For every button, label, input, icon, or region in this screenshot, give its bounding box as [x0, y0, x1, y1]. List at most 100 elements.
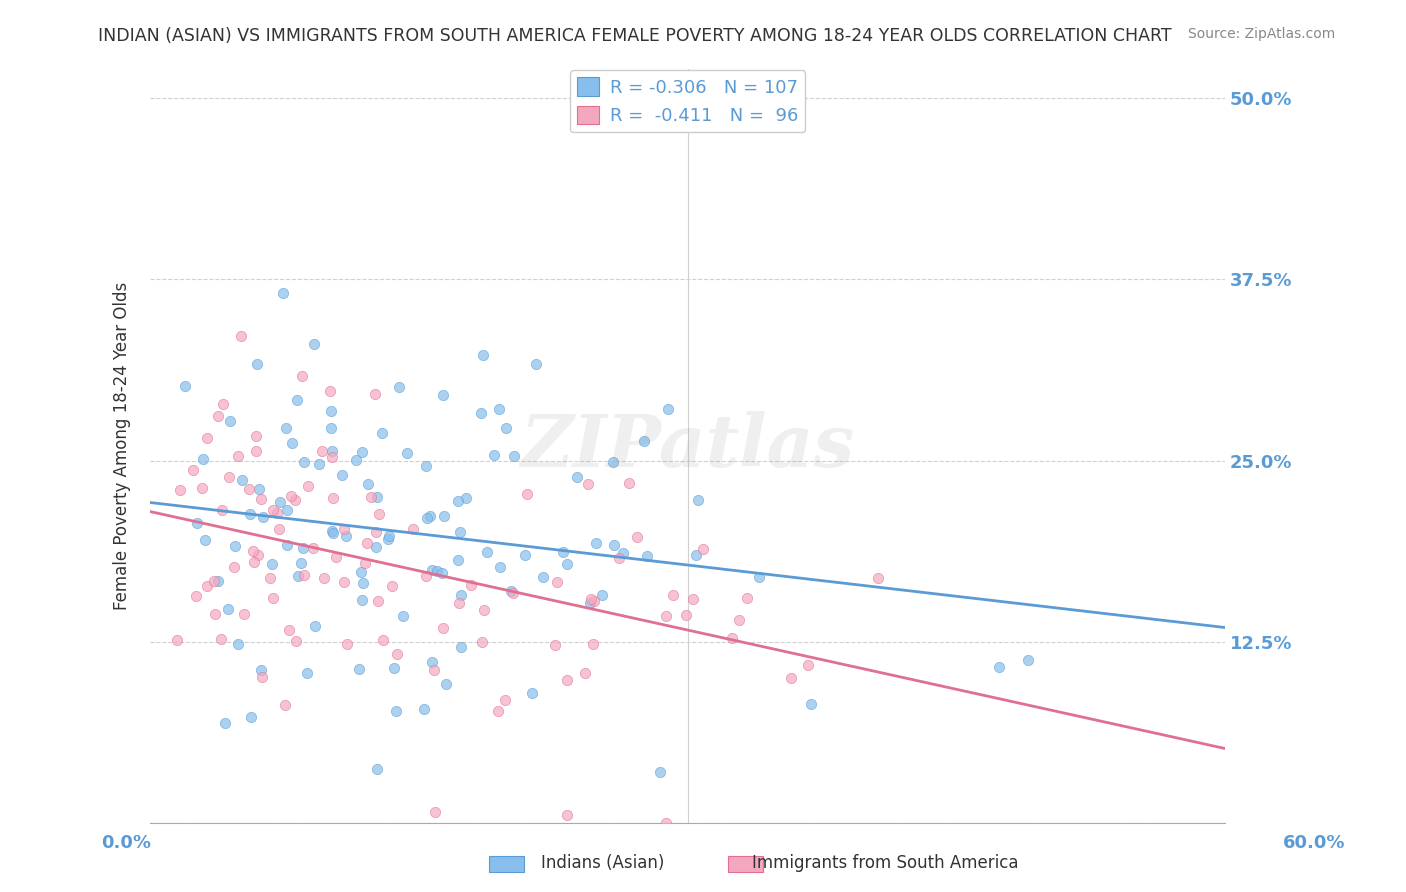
- Point: [252, 509, 274, 524]
- Point: [352, 593, 374, 607]
- Point: [207, 574, 229, 588]
- Point: [780, 671, 803, 685]
- Point: [356, 536, 378, 550]
- Point: [434, 677, 457, 691]
- Point: [579, 596, 602, 610]
- Point: [432, 621, 454, 635]
- Point: [281, 436, 304, 450]
- Point: [304, 619, 326, 633]
- Point: [318, 384, 340, 399]
- Point: [274, 698, 297, 712]
- Point: [426, 564, 449, 578]
- Point: [262, 503, 284, 517]
- Point: [366, 490, 388, 504]
- Point: [721, 632, 744, 646]
- Point: [576, 477, 599, 491]
- Point: [211, 503, 233, 517]
- Point: [214, 715, 236, 730]
- Point: [551, 545, 574, 559]
- Point: [415, 569, 437, 583]
- Point: [186, 516, 208, 530]
- Point: [412, 701, 434, 715]
- Point: [544, 638, 567, 652]
- Point: [655, 608, 678, 623]
- Point: [274, 421, 297, 435]
- Point: [450, 589, 472, 603]
- Point: [280, 490, 302, 504]
- Y-axis label: Female Poverty Among 18-24 Year Olds: Female Poverty Among 18-24 Year Olds: [114, 282, 131, 610]
- Point: [333, 522, 356, 536]
- Point: [287, 569, 309, 583]
- Point: [395, 446, 418, 460]
- Point: [302, 541, 325, 556]
- Point: [226, 449, 249, 463]
- Text: ZIPatlas: ZIPatlas: [520, 410, 855, 482]
- Point: [266, 506, 288, 520]
- Point: [727, 613, 749, 627]
- Point: [229, 329, 252, 343]
- Point: [273, 286, 295, 301]
- Point: [291, 369, 314, 384]
- Point: [388, 380, 411, 394]
- Point: [204, 607, 226, 621]
- Point: [524, 357, 547, 371]
- Point: [276, 537, 298, 551]
- Point: [868, 571, 890, 585]
- Point: [277, 623, 299, 637]
- Point: [321, 450, 343, 464]
- Text: 0.0%: 0.0%: [101, 834, 152, 852]
- Point: [245, 429, 267, 443]
- Point: [377, 533, 399, 547]
- Point: [796, 657, 818, 672]
- Point: [312, 571, 335, 585]
- Point: [360, 491, 382, 505]
- Point: [242, 555, 264, 569]
- Point: [239, 508, 262, 522]
- Point: [633, 434, 655, 449]
- Point: [194, 533, 217, 548]
- Point: [585, 536, 607, 550]
- Point: [449, 524, 471, 539]
- Point: [368, 507, 391, 521]
- Point: [516, 486, 538, 500]
- Point: [735, 591, 758, 605]
- Point: [582, 637, 605, 651]
- Point: [335, 529, 357, 543]
- Point: [419, 508, 441, 523]
- Point: [546, 574, 568, 589]
- Point: [181, 463, 204, 477]
- Point: [447, 493, 470, 508]
- Point: [224, 539, 246, 553]
- Point: [350, 565, 373, 579]
- Point: [520, 686, 543, 700]
- Point: [415, 458, 437, 473]
- Point: [262, 591, 284, 605]
- Point: [166, 633, 188, 648]
- Point: [488, 402, 510, 417]
- Point: [617, 475, 640, 490]
- Text: 60.0%: 60.0%: [1284, 834, 1346, 852]
- Point: [423, 805, 446, 819]
- Point: [472, 603, 495, 617]
- Point: [475, 545, 498, 559]
- Point: [246, 548, 269, 562]
- Point: [581, 592, 603, 607]
- Point: [354, 556, 377, 570]
- Point: [402, 523, 425, 537]
- Point: [259, 571, 281, 585]
- Point: [657, 402, 679, 417]
- Point: [423, 663, 446, 677]
- Point: [226, 637, 249, 651]
- Point: [392, 609, 415, 624]
- Point: [531, 570, 554, 584]
- Point: [433, 508, 456, 523]
- Point: [352, 576, 374, 591]
- Point: [245, 443, 267, 458]
- Point: [292, 568, 315, 582]
- Point: [308, 458, 330, 472]
- Point: [449, 596, 471, 610]
- Point: [357, 477, 380, 491]
- Point: [675, 607, 697, 622]
- Point: [319, 404, 342, 418]
- Point: [284, 492, 307, 507]
